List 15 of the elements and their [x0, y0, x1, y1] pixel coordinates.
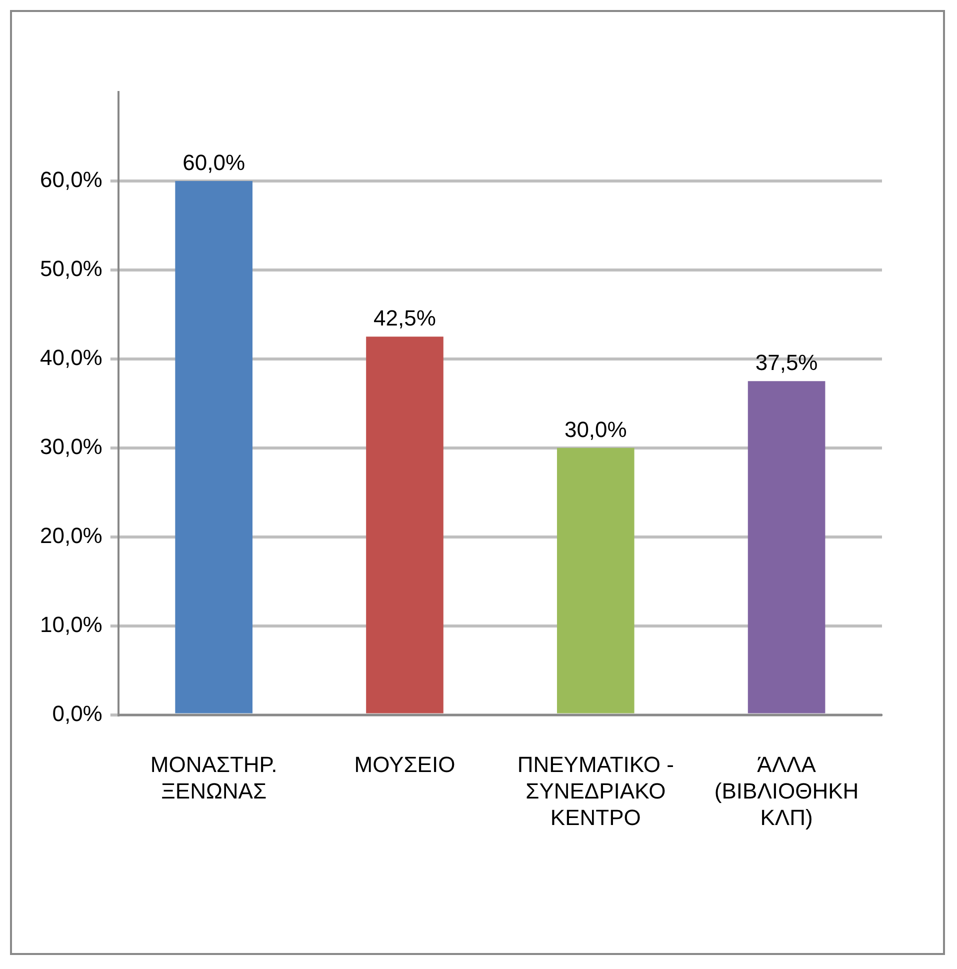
y-tick-label: 0,0%	[52, 700, 102, 726]
x-tick-label: ΜΟΥΣΕΙΟ	[354, 752, 456, 778]
y-tick-label: 30,0%	[40, 434, 102, 459]
y-tick-label: 60,0%	[40, 167, 102, 192]
data-label: 37,5%	[755, 350, 818, 376]
data-label: 30,0%	[564, 416, 627, 442]
y-tick-label: 40,0%	[40, 344, 102, 370]
y-tick-label: 50,0%	[40, 256, 102, 282]
x-tick-label: ΜΟΝΑΣΤΗΡ. ΞΕΝΩΝΑΣ	[150, 752, 278, 804]
x-tick-label: ΆΛΛΑ (ΒΙΒΛΙΟΘΗΚΗ ΚΛΠ)	[714, 752, 859, 830]
data-label: 60,0%	[182, 150, 246, 176]
y-tick-label: 10,0%	[40, 612, 102, 637]
y-tick-label: 20,0%	[40, 522, 102, 548]
data-label: 42,5%	[374, 306, 436, 331]
x-tick-label: ΠΝΕΥΜΑΤΙΚΟ - ΣΥΝΕΔΡΙΑΚΟ ΚΕΝΤΡΟ	[517, 752, 674, 830]
